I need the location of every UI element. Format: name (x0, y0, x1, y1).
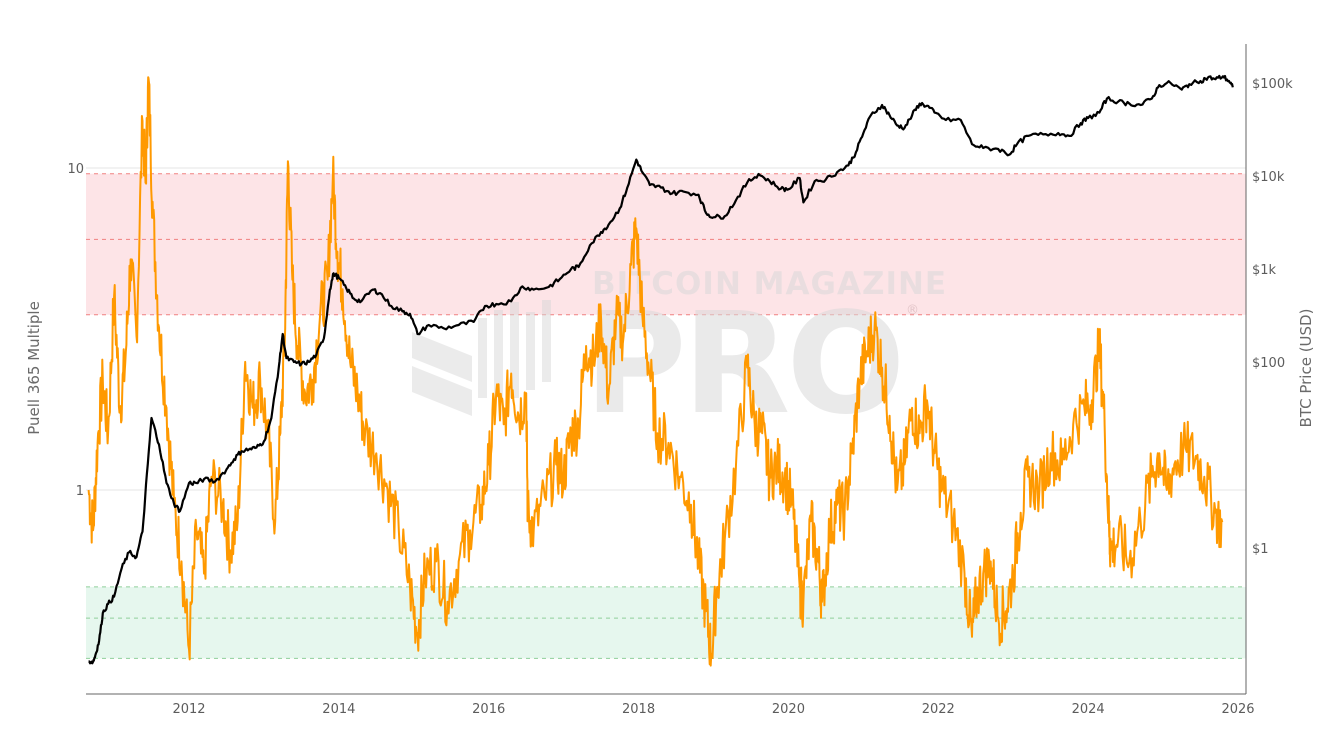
right-tick-label: $1k (1252, 263, 1277, 278)
left-axis-title: Puell 365 Multiple (25, 301, 43, 435)
x-tick-label: 2016 (472, 702, 505, 717)
x-tick-label: 2020 (772, 702, 805, 717)
right-axis-title: BTC Price (USD) (1297, 309, 1315, 428)
x-tick-label: 2014 (322, 702, 355, 717)
right-axis-ticks: $1 $100 $1k $10k $100k (1252, 77, 1293, 557)
left-tick-label: 10 (67, 162, 84, 177)
x-tick-label: 2022 (922, 702, 955, 717)
gridlines-layer (86, 167, 1246, 491)
right-tick-label: $1 (1252, 542, 1269, 557)
watermark-registered-mark: ® (906, 303, 919, 318)
watermark-logo-icon (412, 300, 551, 416)
right-tick-label: $100 (1252, 356, 1285, 371)
x-tick-label: 2026 (1221, 702, 1254, 717)
puell-multiple-line (87, 76, 1224, 667)
left-axis-ticks: 1 10 (67, 162, 84, 499)
right-tick-label: $100k (1252, 77, 1293, 92)
left-tick-label: 1 (76, 484, 84, 499)
x-tick-label: 2012 (172, 702, 205, 717)
watermark-brand: BITCOIN MAGAZINE (592, 266, 947, 302)
bands-layer (86, 173, 1246, 659)
btc-price-line (88, 74, 1234, 665)
undervalued-zone (86, 586, 1246, 659)
x-axis-ticks: 2012 2014 2016 2018 2020 2022 2024 2026 (172, 702, 1254, 717)
x-tick-label: 2018 (622, 702, 655, 717)
series-layer (87, 74, 1234, 667)
x-tick-label: 2024 (1072, 702, 1105, 717)
right-tick-label: $10k (1252, 170, 1285, 185)
overvalued-zone (86, 173, 1246, 315)
